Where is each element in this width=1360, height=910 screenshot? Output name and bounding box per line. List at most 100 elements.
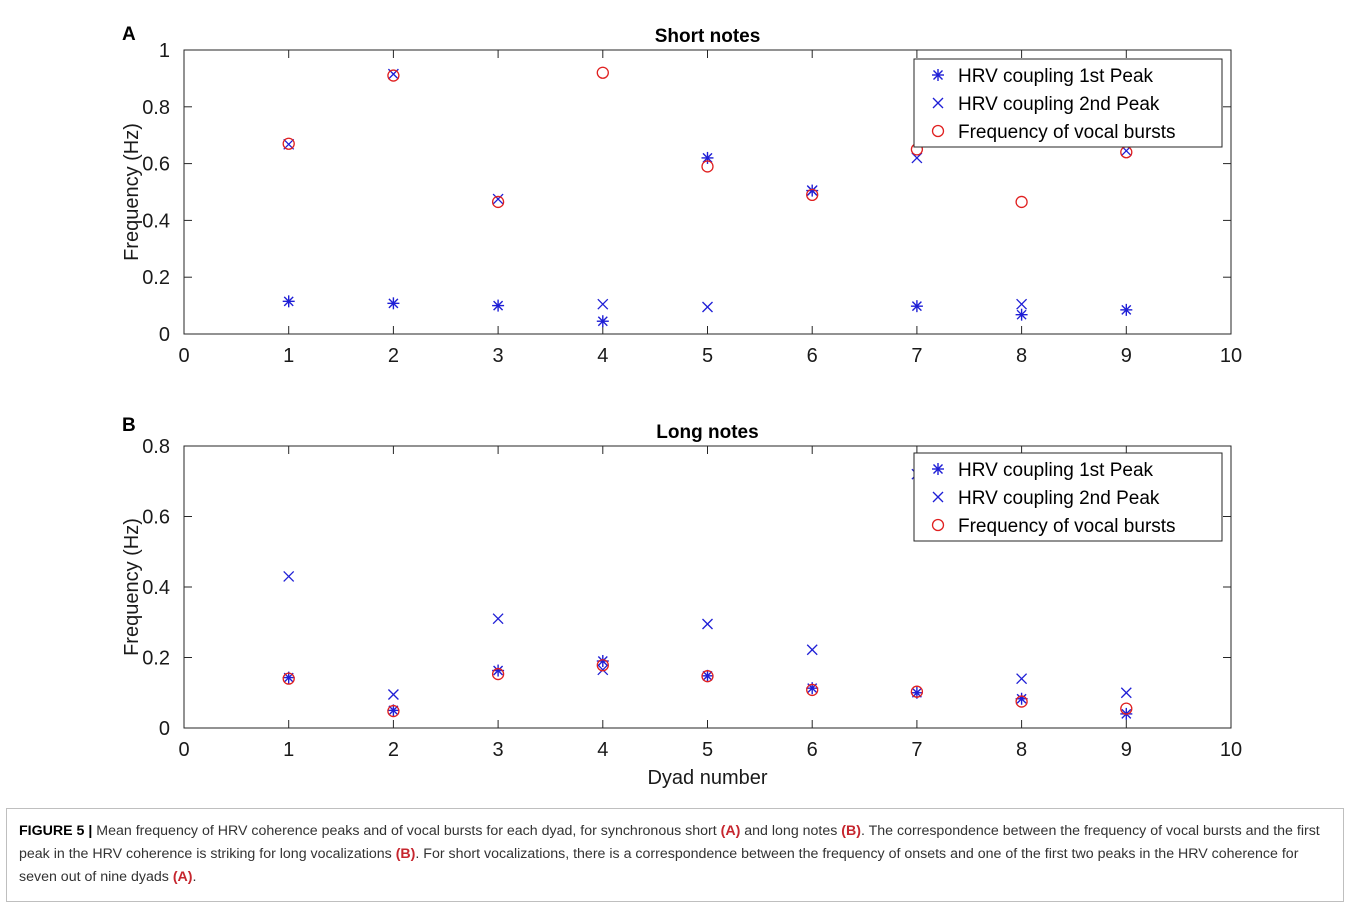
legend-marker (932, 97, 944, 109)
data-point (806, 185, 818, 197)
marker-stroke (596, 659, 609, 672)
x-tick-label: 6 (807, 739, 818, 761)
series-frequency-of-vocal-bursts (282, 659, 1133, 718)
data-point (1120, 702, 1133, 715)
data-point (910, 300, 923, 313)
legend-entry: HRV coupling 2nd Peak (958, 488, 1160, 509)
legend-entry: Frequency of vocal bursts (958, 122, 1176, 143)
x-tick-label: 0 (178, 739, 189, 761)
data-point (491, 195, 505, 209)
y-axis-label: Frequency (Hz) (121, 518, 143, 656)
marker-stroke (932, 491, 944, 503)
data-point (1016, 298, 1028, 310)
caption-ref-a2: (A) (172, 869, 193, 885)
data-point (492, 193, 504, 205)
marker-stroke (492, 193, 504, 205)
marker-stroke (806, 185, 818, 197)
legend: HRV coupling 1st Peak HRV coupling 2nd Pe… (913, 58, 1223, 148)
data-point (597, 664, 609, 676)
y-tick-label: 0.2 (142, 648, 170, 670)
marker-stroke (911, 152, 923, 164)
x-tick-label: 6 (807, 345, 818, 367)
y-tick-label: 0.2 (142, 267, 170, 289)
legend-box (913, 452, 1223, 542)
legend-marker (932, 463, 944, 475)
marker-stroke (701, 670, 714, 683)
y-tick-label: 0.6 (142, 507, 170, 529)
marker-stroke (387, 704, 400, 718)
marker-stroke (491, 195, 505, 209)
x-tick-label: 7 (911, 345, 922, 367)
marker-stroke (806, 188, 819, 201)
series-hrv-coupling-2nd-peak (283, 468, 1132, 700)
legend-box (913, 58, 1223, 148)
data-point (283, 570, 295, 582)
x-tick-label: 8 (1016, 739, 1027, 761)
caption-text-4: . For short vocalizations, there is a co… (19, 846, 1299, 885)
caption-text-1: Mean frequency of HRV coherence peaks an… (92, 823, 721, 839)
legend-entry: HRV coupling 1st Peak (958, 460, 1154, 481)
data-point (387, 704, 400, 718)
x-tick-label: 10 (1220, 739, 1242, 761)
data-point (596, 66, 609, 79)
data-point (387, 689, 399, 700)
data-point (596, 659, 609, 672)
panel-b-long-notes: 0 1 2 3 4 5 6 7 8 9 10 0 0.2 0.4 0.6 0.8 Long notes B Freq… (121, 415, 1242, 789)
caption-text-5: . (192, 869, 197, 885)
data-point (701, 151, 714, 164)
data-point (1120, 687, 1132, 699)
marker-stroke (282, 672, 295, 685)
panel-a-short-notes: 0 1 2 3 4 5 6 7 8 9 10 0 0.2 0.4 0.6 0.8 1 Short notes A Fr… (121, 24, 1242, 367)
marker-stroke (1015, 695, 1028, 708)
data-point (806, 683, 819, 697)
legend-entry: HRV coupling 2nd Peak (958, 94, 1160, 115)
panel-label: B (122, 415, 136, 436)
marker-stroke (1120, 687, 1132, 699)
data-point (702, 618, 713, 630)
data-point (806, 188, 819, 201)
x-tick-label: 0 (178, 345, 189, 367)
series-hrv-coupling-1st-peak (282, 655, 1133, 720)
x-tick-label: 4 (597, 345, 608, 367)
marker-stroke (597, 664, 609, 676)
marker-stroke (931, 518, 945, 532)
data-point (492, 299, 505, 312)
data-point (1015, 195, 1028, 209)
data-point (491, 667, 505, 681)
legend-entry: HRV coupling 1st Peak (958, 66, 1154, 87)
data-point (596, 315, 609, 328)
marker-stroke (597, 298, 609, 310)
chart-title: Long notes (656, 422, 758, 443)
data-point (911, 152, 923, 164)
marker-stroke (1016, 673, 1028, 685)
marker-stroke (491, 667, 505, 681)
caption-text-3: . The correspondence between the frequen… (19, 823, 1320, 862)
data-point (1120, 303, 1133, 316)
figure-caption: FIGURE 5 | Mean frequency of HRV coheren… (6, 808, 1344, 902)
marker-stroke (283, 570, 295, 582)
data-point (282, 295, 295, 308)
x-tick-label: 8 (1016, 345, 1027, 367)
x-tick-label: 10 (1220, 345, 1242, 367)
marker-stroke (910, 685, 924, 698)
caption-figure-label: FIGURE 5 | (19, 823, 93, 839)
marker-stroke (701, 160, 714, 173)
series-frequency-of-vocal-bursts (282, 66, 1133, 209)
data-point (282, 137, 295, 150)
data-point (1016, 673, 1028, 685)
marker-stroke (702, 618, 713, 630)
y-tick-label: 0.8 (142, 97, 170, 119)
marker-stroke (702, 301, 713, 313)
marker-stroke (387, 69, 400, 82)
data-point (701, 670, 714, 683)
data-point (1015, 308, 1028, 321)
legend: HRV coupling 1st Peak HRV coupling 2nd Pe… (913, 452, 1223, 542)
chart-title: Short notes (655, 26, 761, 47)
y-tick-label: 0 (159, 718, 170, 740)
caption-ref-b2: (B) (395, 846, 416, 862)
marker-stroke (1016, 298, 1028, 310)
marker-stroke (596, 66, 609, 79)
data-point (387, 297, 400, 310)
y-tick-label: 0.6 (142, 154, 170, 176)
